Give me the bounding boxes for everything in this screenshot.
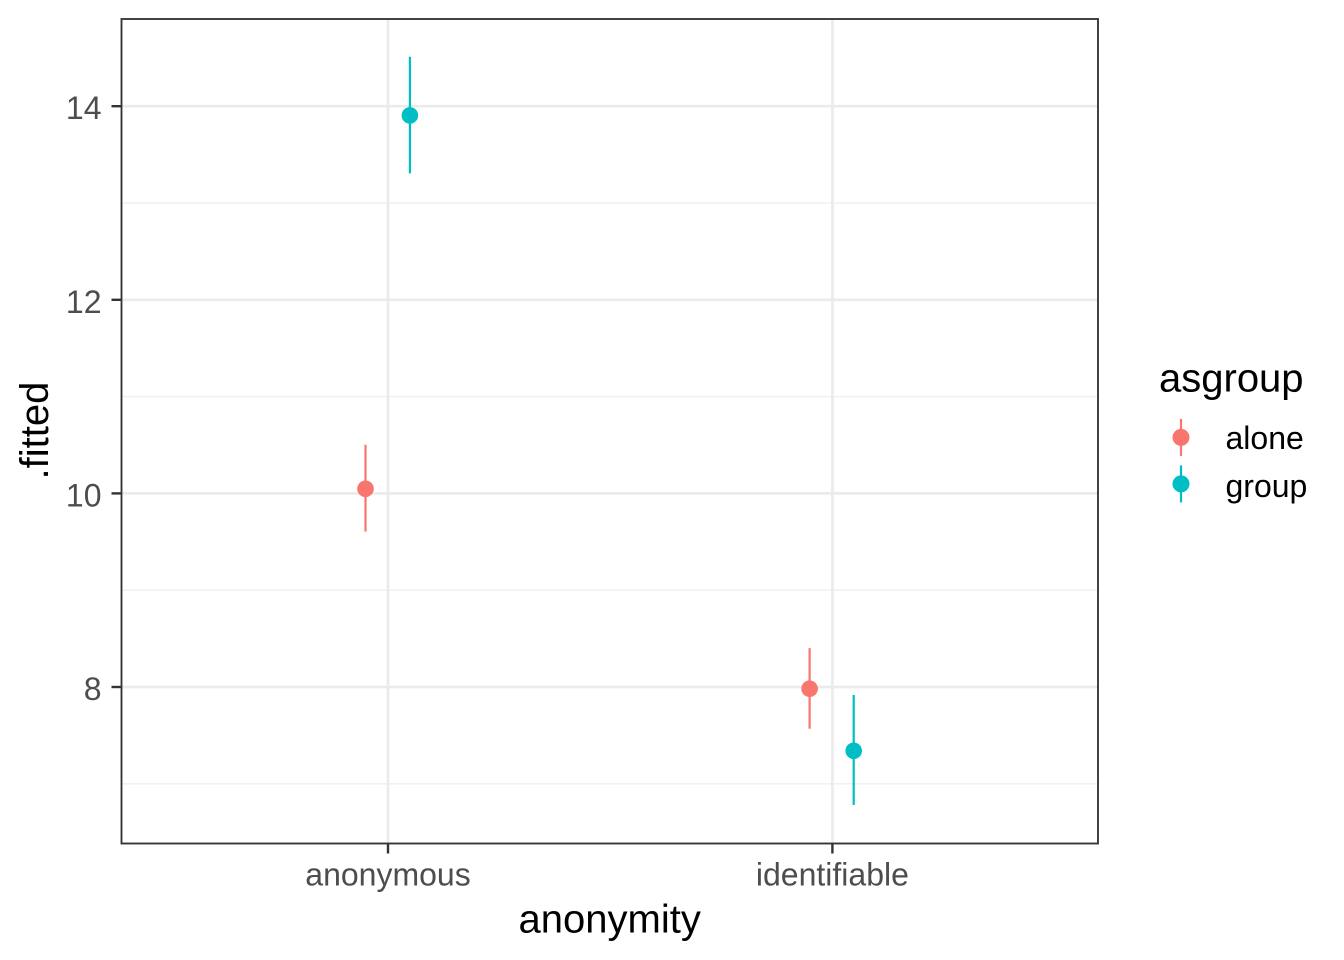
svg-text:anonymous: anonymous bbox=[305, 857, 470, 893]
svg-text:8: 8 bbox=[84, 671, 102, 707]
svg-text:12: 12 bbox=[66, 284, 102, 320]
svg-text:asgroup: asgroup bbox=[1159, 357, 1304, 401]
svg-text:group: group bbox=[1226, 468, 1308, 504]
svg-text:anonymity: anonymity bbox=[519, 898, 701, 942]
svg-text:14: 14 bbox=[66, 90, 102, 126]
svg-text:alone: alone bbox=[1226, 420, 1304, 456]
svg-text:.fitted: .fitted bbox=[13, 382, 57, 480]
svg-text:10: 10 bbox=[66, 477, 102, 513]
svg-text:identifiable: identifiable bbox=[756, 857, 909, 893]
